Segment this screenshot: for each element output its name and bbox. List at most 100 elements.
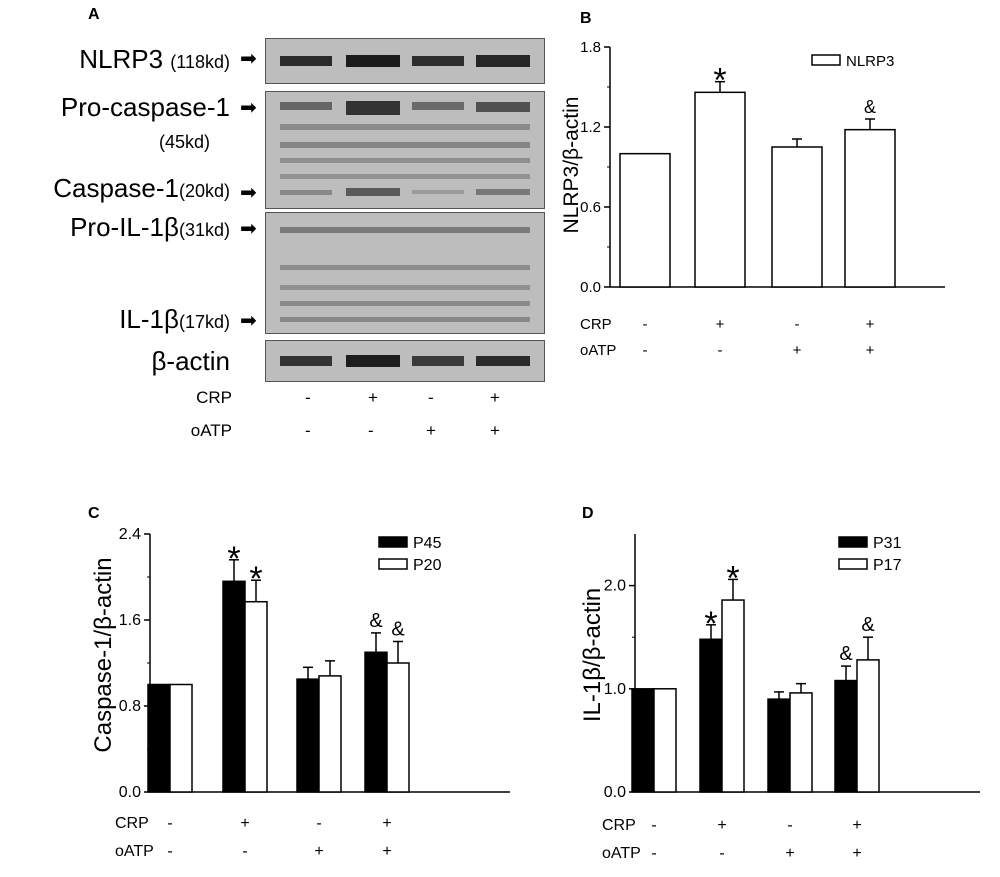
legend-swatch	[838, 536, 868, 548]
y-tick-label: 0.0	[119, 784, 141, 801]
panel-b-letter: B	[580, 10, 592, 27]
bar	[386, 662, 410, 793]
bar	[169, 683, 193, 793]
legend-swatch	[378, 536, 408, 548]
bar	[364, 651, 388, 793]
legend-label: P31	[873, 535, 902, 552]
legend-label: P20	[413, 557, 442, 574]
bar	[789, 692, 813, 793]
arrow-right-icon: ➡	[240, 182, 257, 204]
band-mw-nlrp3: (118kd)	[170, 52, 230, 72]
condition-value: -	[242, 843, 247, 860]
significance-star: *	[704, 605, 717, 643]
band-name-il1b: IL-1β	[119, 304, 179, 334]
condition-value: +	[382, 815, 391, 832]
blot-crp-value: -	[305, 388, 311, 407]
band-name-actin: β-actin	[151, 346, 230, 376]
blot-il1b-bands	[280, 227, 530, 322]
bar	[856, 659, 880, 793]
y-tick-label: 0.8	[119, 698, 141, 715]
blot-oatp-value: -	[368, 421, 374, 440]
condition-row-label: CRP	[580, 316, 612, 333]
significance-star: *	[713, 62, 726, 100]
band-name-caspase1: Caspase-1	[53, 173, 179, 203]
band-label-caspase1: Caspase-1(20kd)	[53, 173, 230, 204]
band-name-nlrp3: NLRP3	[79, 44, 164, 74]
band-label-actin: β-actin	[151, 346, 230, 377]
condition-value: -	[651, 845, 656, 862]
blot-crp-value: +	[368, 388, 378, 407]
legend-label: P45	[413, 535, 442, 552]
condition-value: +	[717, 817, 726, 834]
legend-label: P17	[873, 557, 902, 574]
significance-ampersand: &	[861, 614, 875, 636]
arrow-right-icon: ➡	[240, 218, 257, 240]
condition-value: -	[719, 845, 724, 862]
y-axis-label: IL-1β/β-actin	[579, 588, 606, 722]
condition-value: -	[718, 342, 723, 359]
condition-row-label: oATP	[115, 843, 154, 860]
condition-value: +	[793, 342, 802, 359]
y-axis-label: Caspase-1/β-actin	[90, 557, 117, 752]
blot-oatp-value: -	[305, 421, 311, 440]
y-tick-label: 1.2	[580, 119, 601, 136]
significance-star: *	[227, 540, 240, 578]
condition-value: -	[795, 316, 800, 333]
y-tick-label: 1.6	[119, 612, 141, 629]
significance-ampersand: &	[839, 643, 853, 665]
condition-value: +	[852, 845, 861, 862]
significance-star: *	[726, 559, 739, 597]
y-tick-label: 0.6	[580, 199, 601, 216]
blot-oatp-value: +	[490, 421, 500, 440]
blot-actin-bands	[280, 355, 530, 367]
band-mw-label-procaspase1: (45kd)	[159, 124, 210, 155]
bar	[631, 688, 655, 793]
band-label-proil1b: Pro-IL-1β(31kd)	[70, 212, 230, 243]
arrow-right-icon: ➡	[240, 48, 257, 70]
bar	[296, 678, 320, 793]
legend-swatch	[811, 54, 841, 66]
band-name-procaspase1: Pro-caspase-1	[60, 92, 230, 122]
chart-d-il1b: 0.01.02.0IL-1β/β-actin *&*&CRP - + - +oATP - - +…	[579, 534, 980, 862]
chart-b-nlrp3: 0.0 0.6 1.2 1.8 NLRP3/β-actin * & CRP - + - + oATP - -…	[560, 39, 945, 359]
bar	[767, 698, 791, 793]
blot-il1b	[265, 212, 545, 334]
condition-value: -	[167, 843, 172, 860]
bar	[318, 675, 342, 793]
condition-value: +	[716, 316, 725, 333]
bar	[844, 128, 896, 288]
bar	[619, 152, 671, 288]
panel-c-letter: C	[88, 505, 100, 522]
panel-d-letter: D	[582, 505, 594, 522]
y-tick-label: 1.8	[580, 39, 601, 56]
y-tick-label: 0.0	[604, 784, 626, 801]
condition-value: +	[866, 342, 875, 359]
condition-value: -	[787, 817, 792, 834]
condition-value: -	[316, 815, 321, 832]
blot-crp-value: +	[490, 388, 500, 407]
legend-label: NLRP3	[846, 53, 894, 70]
arrow-right-icon: ➡	[240, 97, 257, 119]
bar	[222, 580, 246, 793]
condition-value: -	[651, 817, 656, 834]
bar	[653, 688, 677, 793]
condition-value: +	[240, 815, 249, 832]
y-tick-label: 2.4	[119, 526, 141, 543]
significance-ampersand: &	[864, 97, 876, 117]
blot-caspase	[265, 91, 545, 209]
condition-value: +	[382, 843, 391, 860]
bar	[834, 679, 858, 793]
legend-swatch	[378, 558, 408, 570]
panel-a-letter: A	[88, 6, 100, 23]
significance-ampersand: &	[391, 619, 405, 641]
band-label-procaspase1: Pro-caspase-1	[61, 92, 230, 123]
bar	[244, 600, 268, 793]
bar	[721, 599, 745, 793]
blot-oatp-label: oATP	[190, 421, 232, 440]
blot-crp-value: -	[428, 388, 434, 407]
y-axis-label: NLRP3/β-actin	[560, 97, 583, 234]
blot-actin	[265, 340, 545, 382]
bar	[694, 91, 746, 288]
condition-value: +	[852, 817, 861, 834]
